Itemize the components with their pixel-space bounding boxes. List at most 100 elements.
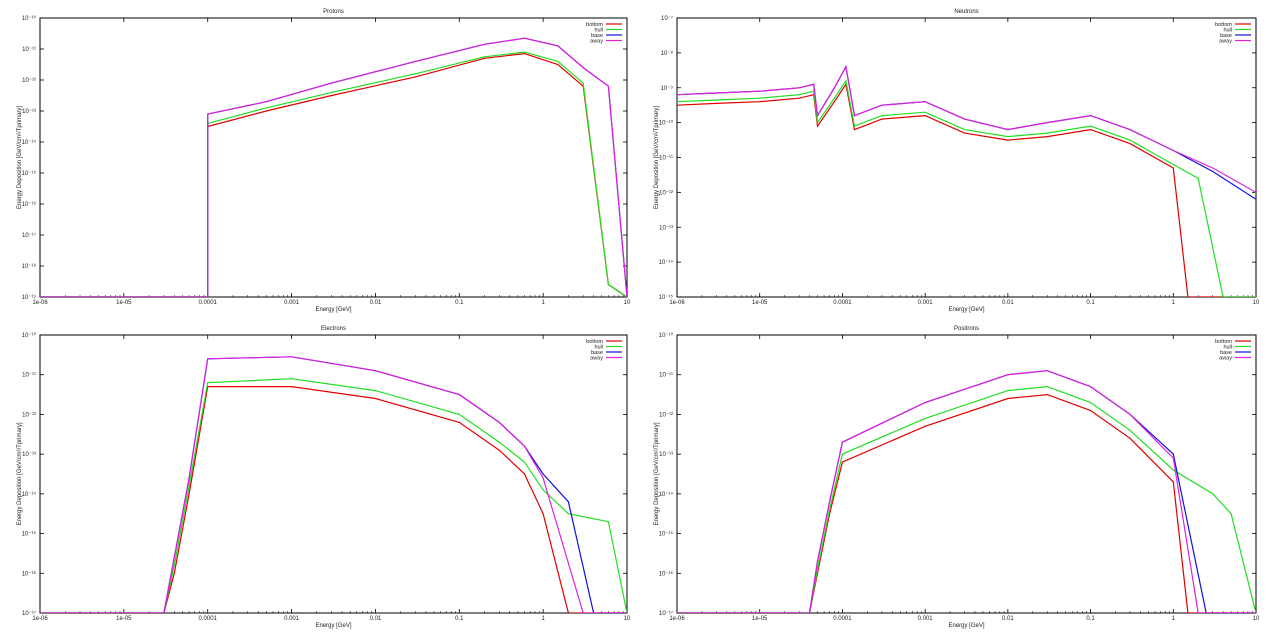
chart-protons-point-away-10 [608, 86, 609, 87]
chart-protons-point-away-4 [331, 83, 332, 84]
chart-protons-point-away-3 [266, 101, 267, 102]
chart-positrons-point-hull-2 [817, 569, 818, 570]
chart-electrons-xtick-label-7: 10 [624, 616, 631, 622]
chart-neutrons-point-away-4 [813, 84, 814, 85]
chart-neutrons-point-bottom-1 [716, 103, 717, 104]
chart-electrons-point-hull-6 [375, 390, 376, 391]
chart-neutrons-point-away-1 [716, 92, 717, 93]
chart-electrons-xtick-label-6: 1 [541, 616, 545, 622]
chart-positrons-xtick-label-2: 0.0001 [833, 616, 852, 622]
chart-neutrons-ylabel: Energy Deposition [GeV/cm²/Tprimary] [654, 106, 660, 209]
chart-neutrons-point-bottom-8 [854, 129, 855, 130]
chart-neutrons-point-away-17 [1212, 167, 1213, 168]
chart-neutrons-point-bottom-3 [799, 98, 800, 99]
chart-protons-ytick-label-2: 10⁻¹² [22, 78, 36, 84]
chart-neutrons-ytick-label-7: 10⁻¹⁴ [659, 259, 674, 266]
chart-electrons-point-bottom-5 [291, 386, 292, 387]
chart-neutrons-point-hull-15 [1129, 140, 1130, 141]
chart-protons-point-bottom-6 [484, 58, 485, 59]
chart-neutrons-ytick-label-8: 10⁻¹⁵ [659, 294, 674, 301]
chart-neutrons-point-away-16 [1173, 150, 1174, 151]
chart-neutrons-point-bottom-12 [1007, 140, 1008, 141]
chart-protons-point-hull-4 [331, 92, 332, 93]
chart-positrons-point-hull-10 [1173, 469, 1174, 470]
chart-electrons-series-bottom [40, 387, 627, 613]
chart-positrons-point-bottom-10 [1173, 481, 1174, 482]
chart-protons-point-hull-6 [484, 56, 485, 57]
chart-neutrons-point-away-10 [925, 101, 926, 102]
chart-positrons-point-away-9 [1129, 414, 1130, 415]
chart-neutrons-point-away-2 [759, 91, 760, 92]
chart-protons-point-bottom-8 [557, 64, 558, 65]
chart-neutrons-point-away-13 [1047, 122, 1048, 123]
chart-neutrons-ytick-label-6: 10⁻¹³ [659, 225, 673, 231]
chart-neutrons-point-hull-16 [1173, 164, 1174, 165]
chart-electrons-point-away-2 [174, 557, 175, 558]
chart-neutrons-point-hull-6 [834, 98, 835, 99]
chart-neutrons-point-bottom-13 [1047, 136, 1048, 137]
chart-protons-xtick-label-7: 10 [624, 300, 631, 306]
chart-protons-series-bottom [40, 54, 627, 297]
chart-electrons-point-bottom-3 [189, 493, 190, 494]
chart-protons-point-bottom-3 [266, 110, 267, 111]
chart-neutrons-point-away-5 [817, 115, 818, 116]
chart-electrons-ytick-label-1: 10⁻¹¹ [22, 373, 36, 379]
chart-positrons-point-bottom-8 [1090, 410, 1091, 411]
chart-electrons-point-hull-7 [459, 414, 460, 415]
chart-positrons-series-away [677, 371, 1256, 613]
chart-positrons-series-hull [677, 387, 1256, 613]
chart-neutrons-xtick-label-3: 0.001 [918, 300, 934, 306]
chart-electrons-ytick-label-6: 10⁻¹⁶ [22, 570, 37, 577]
chart-protons-series-hull [40, 52, 627, 297]
chart-electrons-title: Electrons [321, 326, 346, 332]
chart-positrons-point-hull-9 [1129, 430, 1130, 431]
chart-positrons-ytick-label-1: 10⁻¹¹ [659, 373, 673, 379]
chart-positrons-point-hull-11 [1212, 493, 1213, 494]
chart-positrons-ytick-label-7: 10⁻¹⁷ [659, 610, 673, 617]
chart-protons-point-hull-7 [524, 52, 525, 53]
chart-protons-xtick-label-2: 0.0001 [199, 300, 218, 306]
chart-electrons-point-hull-2 [174, 565, 175, 566]
chart-protons-point-hull-8 [557, 61, 558, 62]
chart-electrons-ytick-label-5: 10⁻¹⁵ [22, 531, 37, 538]
chart-neutrons-xtick-label-4: 0.01 [1002, 300, 1014, 306]
chart-neutrons-point-bottom-15 [1129, 143, 1130, 144]
chart-neutrons-xlabel: Energy [GeV] [948, 307, 984, 313]
chart-electrons-legend-label-away: away [590, 355, 603, 361]
chart-electrons-series-hull [40, 379, 627, 613]
chart-electrons-ytick-label-4: 10⁻¹⁴ [22, 491, 37, 498]
chart-neutrons-series-hull [677, 81, 1256, 297]
chart-positrons-ytick-label-2: 10⁻¹² [659, 412, 673, 418]
chart-protons-legend-label-away: away [590, 38, 603, 44]
chart-electrons-point-base-10 [543, 473, 544, 474]
chart-neutrons-point-away-9 [881, 105, 882, 106]
chart-protons-point-away-9 [583, 67, 584, 68]
chart-neutrons-frame [677, 18, 1256, 297]
chart-electrons-ytick-label-7: 10⁻¹⁷ [22, 610, 36, 617]
chart-neutrons-point-bottom-16 [1173, 167, 1174, 168]
chart-neutrons-point-hull-11 [964, 129, 965, 130]
chart-electrons-point-hull-9 [524, 462, 525, 463]
chart-neutrons-point-away-8 [854, 115, 855, 116]
chart-neutrons-point-hull-12 [1007, 136, 1008, 137]
chart-electrons-point-hull-11 [568, 513, 569, 514]
chart-neutrons-ytick-label-3: 10⁻¹⁰ [659, 120, 674, 127]
chart-electrons-point-hull-10 [543, 489, 544, 490]
chart-positrons-point-bottom-5 [925, 426, 926, 427]
chart-neutrons-point-hull-17 [1198, 178, 1199, 179]
chart-electrons-xtick-label-5: 0.1 [455, 616, 464, 622]
chart-neutrons-point-hull-7 [845, 80, 846, 81]
chart-electrons-point-away-10 [543, 477, 544, 478]
chart-electrons-point-base-11 [568, 501, 569, 502]
chart-neutrons-point-bottom-10 [925, 115, 926, 116]
chart-neutrons-point-away-3 [799, 87, 800, 88]
chart-positrons-point-away-8 [1090, 386, 1091, 387]
chart-electrons-point-hull-12 [608, 521, 609, 522]
chart-protons-point-bottom-5 [415, 76, 416, 77]
chart-protons-ytick-label-5: 10⁻¹⁵ [22, 170, 37, 177]
chart-neutrons-xtick-label-6: 1 [1172, 300, 1176, 306]
chart-electrons-ytick-label-3: 10⁻¹³ [22, 452, 36, 458]
chart-positrons-point-away-10 [1173, 458, 1174, 459]
chart-protons-ytick-label-9: 10⁻¹⁹ [22, 294, 37, 301]
